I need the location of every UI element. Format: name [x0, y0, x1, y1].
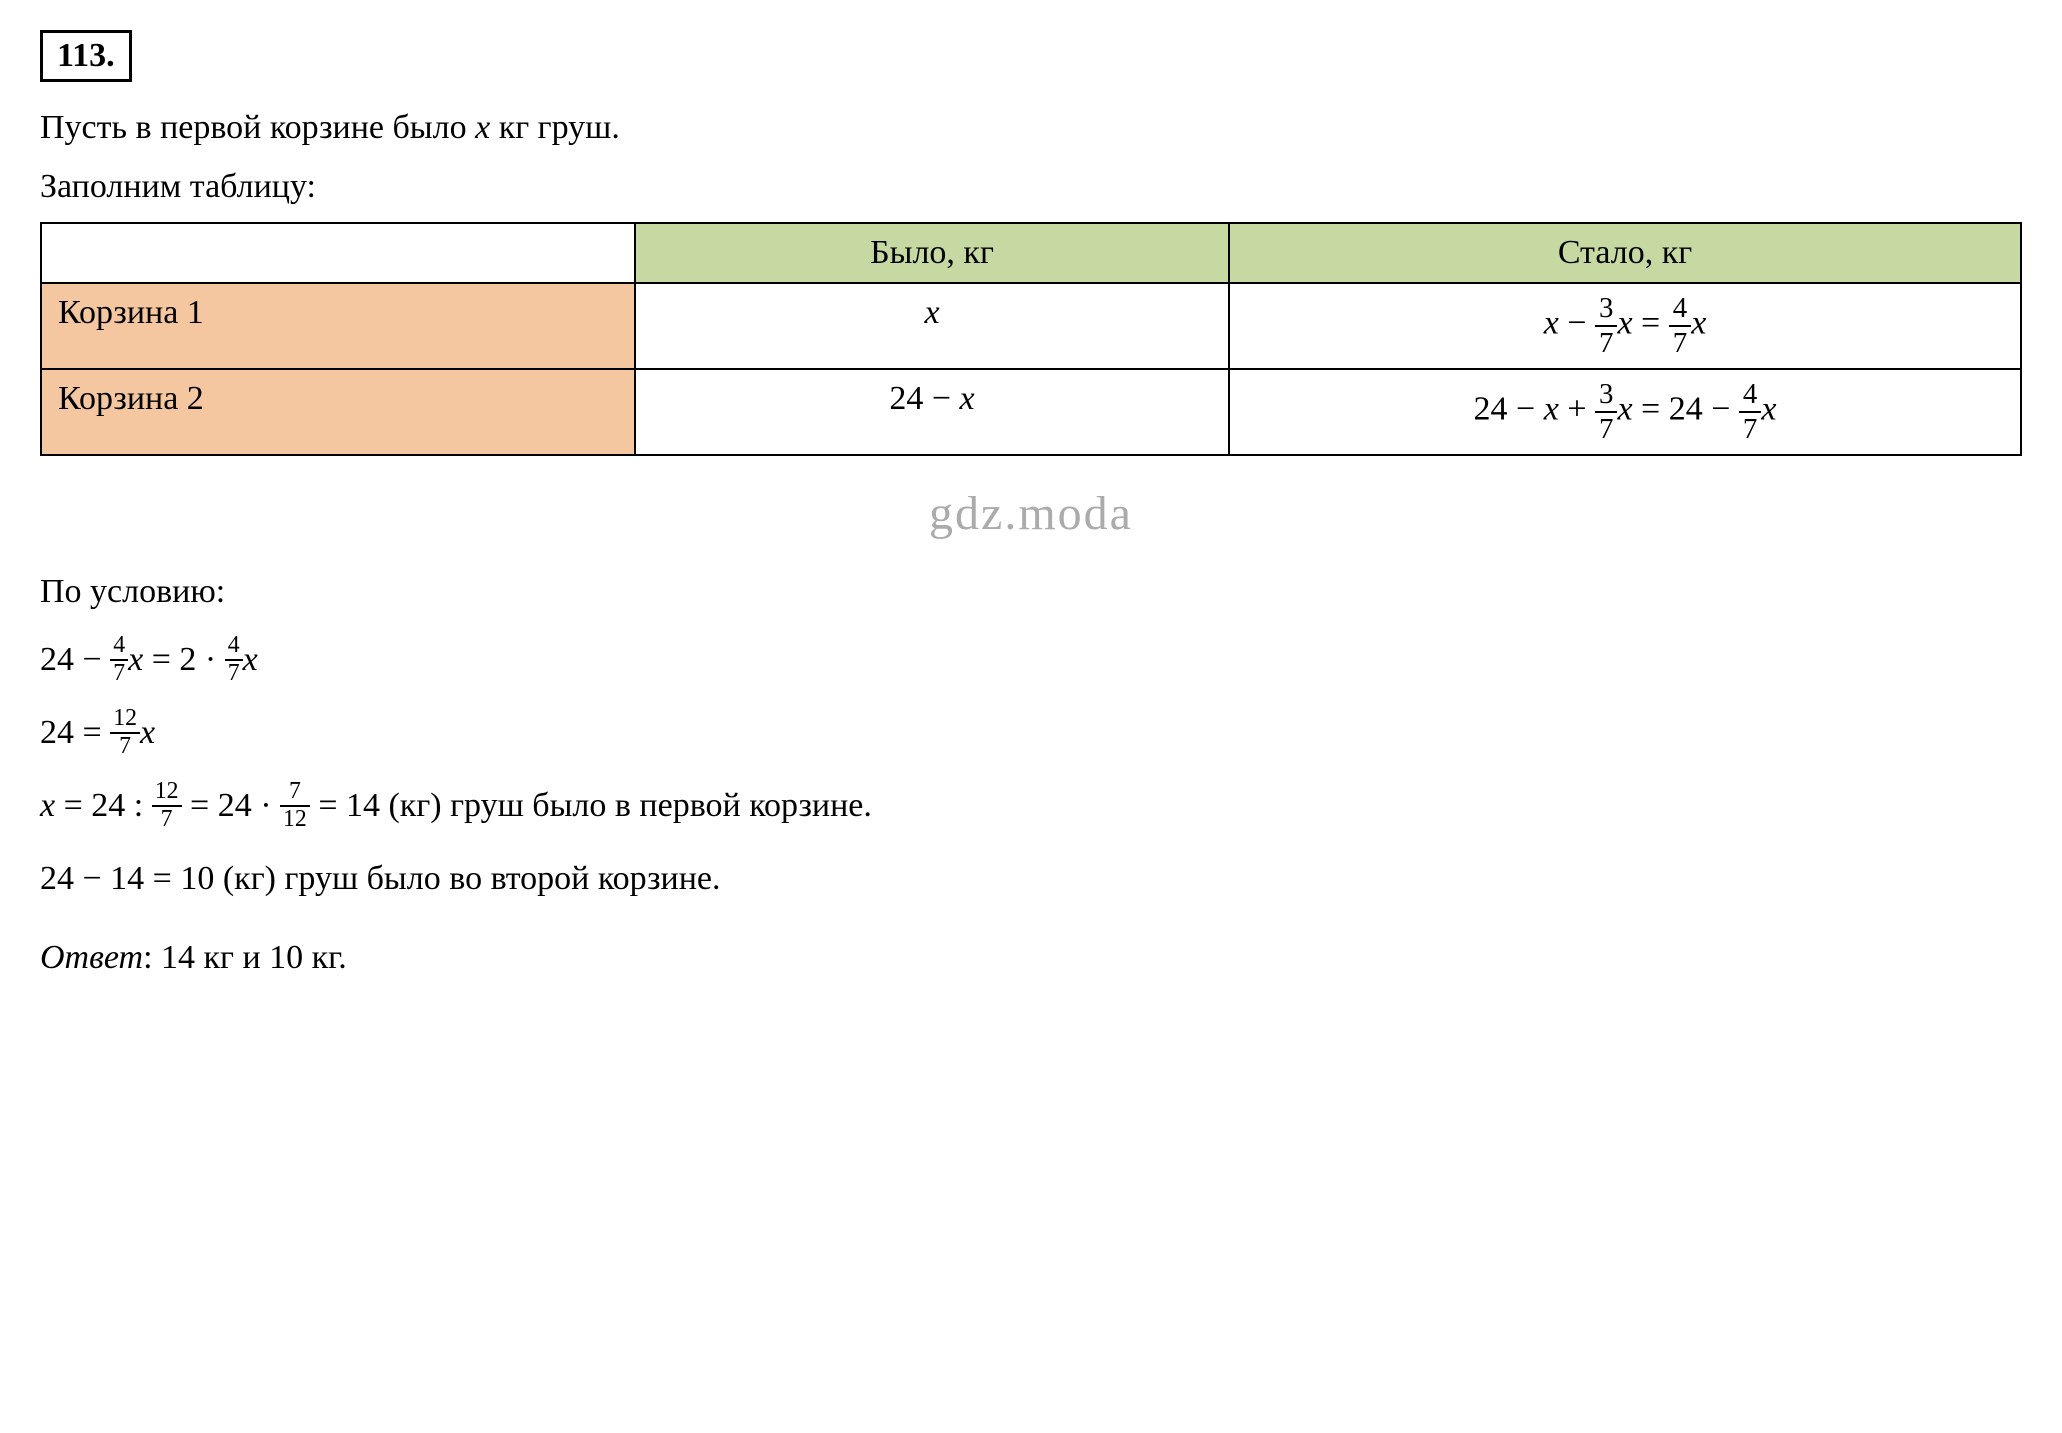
intro-variable: x [475, 109, 490, 146]
denominator: 7 [110, 734, 140, 759]
row-label: Корзина 1 [41, 283, 635, 369]
cell-was: 24 − x [635, 369, 1229, 455]
math-op: + [1559, 391, 1595, 428]
denominator: 7 [1595, 413, 1617, 444]
math-op: − [1559, 305, 1595, 342]
numerator: 3 [1595, 380, 1617, 413]
watermark: gdz.moda [40, 486, 2022, 541]
answer: Ответ: 14 кг и 10 кг. [40, 939, 2022, 977]
math-var: x [1617, 391, 1632, 428]
math-text: = 24 · [182, 787, 281, 824]
numerator: 4 [225, 634, 243, 661]
fraction: 37 [1595, 294, 1617, 358]
numerator: 7 [280, 780, 310, 807]
math-var: x [128, 641, 143, 678]
math-text: = 2 · [143, 641, 225, 678]
table-header-empty [41, 223, 635, 283]
fraction: 47 [1669, 294, 1691, 358]
solution-line-4: 24 − 14 = 10 (кг) груш было во второй ко… [40, 848, 2022, 909]
math-text: 24 = [40, 714, 110, 751]
solution-intro: По условию: [40, 566, 2022, 617]
table-row: Корзина 2 24 − x 24 − x + 37x = 24 − 47x [41, 369, 2021, 455]
table-header-row: Было, кг Стало, кг [41, 223, 2021, 283]
numerator: 12 [110, 707, 140, 734]
solution-line-2: 24 = 127x [40, 702, 2022, 763]
math-eq: = [1633, 391, 1669, 428]
numerator: 4 [1739, 380, 1761, 413]
fraction: 47 [1739, 380, 1761, 444]
cell-was: x [635, 283, 1229, 369]
math-var: x [1691, 305, 1706, 342]
math-var: x [243, 641, 258, 678]
math-var: x [1544, 305, 1559, 342]
fraction: 47 [110, 634, 128, 686]
math-const: 24 [1474, 391, 1508, 428]
cell-became: 24 − x + 37x = 24 − 47x [1229, 369, 2021, 455]
math-text: = 24 : [55, 787, 152, 824]
intro-line-2: Заполним таблицу: [40, 161, 2022, 212]
data-table: Было, кг Стало, кг Корзина 1 x x − 37x =… [40, 222, 2022, 456]
fraction: 127 [152, 780, 182, 832]
cell-became: x − 37x = 47x [1229, 283, 2021, 369]
intro-text: Пусть в первой корзине было [40, 109, 475, 146]
math-const: 24 [1669, 391, 1703, 428]
numerator: 12 [152, 780, 182, 807]
fraction: 127 [110, 707, 140, 759]
fraction: 712 [280, 780, 310, 832]
denominator: 7 [225, 661, 243, 686]
math-op: − [1508, 391, 1544, 428]
denominator: 12 [280, 807, 310, 832]
problem-number: 113. [40, 30, 132, 82]
math-var: x [1617, 305, 1632, 342]
denominator: 7 [1669, 327, 1691, 358]
numerator: 4 [110, 634, 128, 661]
numerator: 3 [1595, 294, 1617, 327]
fraction: 37 [1595, 380, 1617, 444]
math-eq: = [1633, 305, 1669, 342]
denominator: 7 [152, 807, 182, 832]
fraction: 47 [225, 634, 243, 686]
numerator: 4 [1669, 294, 1691, 327]
solution-line-3: x = 24 : 127 = 24 · 712 = 14 (кг) груш б… [40, 775, 2022, 836]
math-var: x [1544, 391, 1559, 428]
math-var: x [140, 714, 155, 751]
table-header-became: Стало, кг [1229, 223, 2021, 283]
answer-label: Ответ [40, 939, 143, 976]
row-label: Корзина 2 [41, 369, 635, 455]
denominator: 7 [1595, 327, 1617, 358]
math-expr: 24 − x [889, 380, 974, 417]
table-header-was: Было, кг [635, 223, 1229, 283]
solution-line-1: 24 − 47x = 2 · 47x [40, 629, 2022, 690]
intro-line-1: Пусть в первой корзине было x кг груш. [40, 102, 2022, 153]
math-var: x [1761, 391, 1776, 428]
math-text: 24 − [40, 641, 110, 678]
math-var: x [40, 787, 55, 824]
table-row: Корзина 1 x x − 37x = 47x [41, 283, 2021, 369]
intro-text: кг груш. [490, 109, 620, 146]
math-op: − [1703, 391, 1739, 428]
denominator: 7 [110, 661, 128, 686]
answer-text: : 14 кг и 10 кг. [143, 939, 347, 976]
math-text: = 14 (кг) груш было в первой корзине. [310, 787, 872, 824]
denominator: 7 [1739, 413, 1761, 444]
